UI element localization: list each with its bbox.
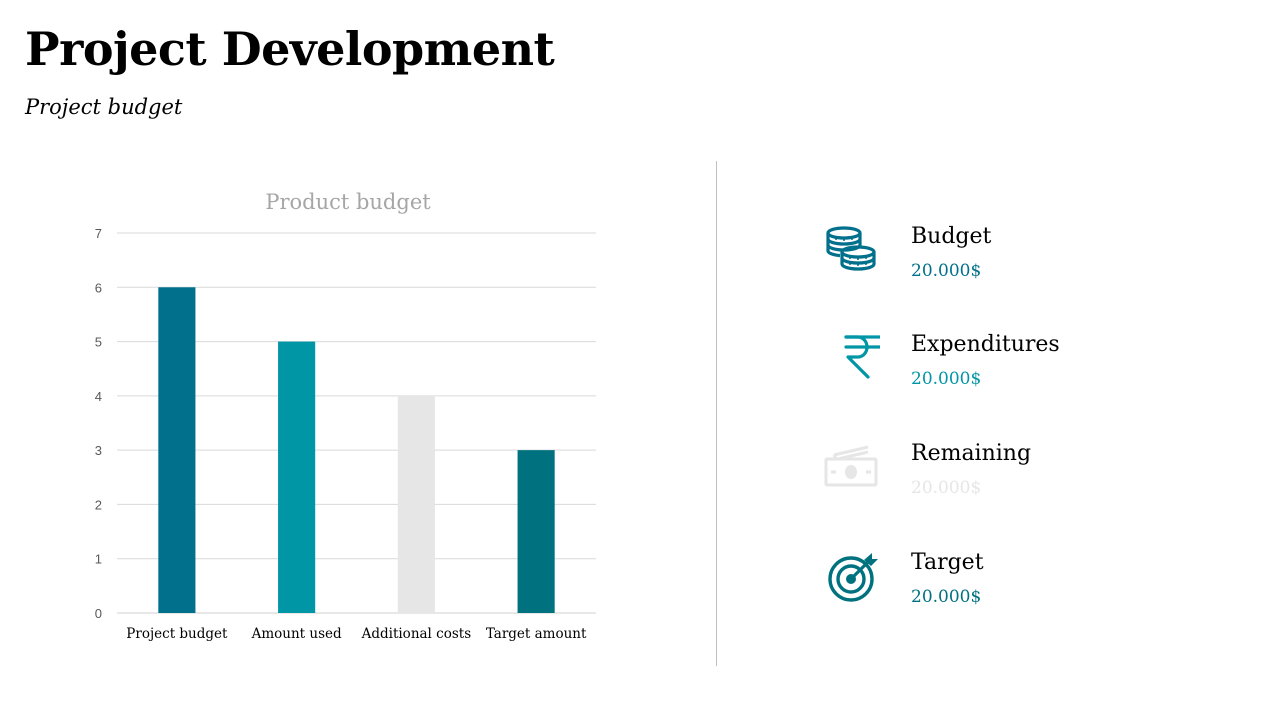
y-tick-label: 2 xyxy=(95,497,102,512)
y-axis: 0 1 2 3 4 5 6 7 xyxy=(95,226,102,621)
section-divider xyxy=(716,161,717,666)
bar-chart: Product budget 0 1 2 3 4 5 6 7 Project budget Am… xyxy=(95,190,596,642)
kpi-value: 20.000$ xyxy=(911,261,982,281)
y-tick-label: 7 xyxy=(95,226,102,241)
y-tick-label: 1 xyxy=(95,552,102,567)
kpi-value: 20.000$ xyxy=(911,587,982,607)
kpi-label: Budget xyxy=(911,224,992,249)
kpi-remaining: Remaining 20.000$ xyxy=(810,441,1210,521)
kpi-value: 20.000$ xyxy=(911,369,982,389)
x-tick-label: Project budget xyxy=(126,626,228,642)
kpi-value: 20.000$ xyxy=(911,478,982,498)
page-title: Project Development xyxy=(25,22,555,76)
kpi-label: Remaining xyxy=(911,441,1032,466)
coins-icon xyxy=(822,224,880,282)
page-subtitle: Project budget xyxy=(25,95,183,119)
kpi-label: Expenditures xyxy=(911,332,1060,357)
banknotes-icon xyxy=(822,441,880,499)
target-icon xyxy=(822,550,880,608)
bar xyxy=(517,450,555,613)
y-tick-label: 5 xyxy=(95,335,102,350)
kpi-label: Target xyxy=(911,550,984,575)
rupee-icon xyxy=(822,332,882,390)
bar xyxy=(158,287,196,613)
chart-bars xyxy=(158,287,555,613)
y-tick-label: 3 xyxy=(95,443,102,458)
x-tick-label: Target amount xyxy=(486,626,587,642)
chart-gridlines xyxy=(117,232,596,614)
kpi-expenditures: Expenditures 20.000$ xyxy=(810,332,1210,412)
bar xyxy=(278,341,316,613)
x-tick-label: Additional costs xyxy=(361,626,472,642)
y-tick-label: 6 xyxy=(95,280,102,295)
x-tick-label: Amount used xyxy=(251,626,342,642)
chart-title: Product budget xyxy=(265,190,431,214)
y-tick-label: 4 xyxy=(95,389,102,404)
kpi-budget: Budget 20.000$ xyxy=(810,224,1210,304)
y-tick-label: 0 xyxy=(95,606,102,621)
x-axis: Project budget Amount used Additional cost… xyxy=(126,626,587,642)
bar xyxy=(397,395,435,613)
kpi-target: Target 20.000$ xyxy=(810,550,1210,630)
